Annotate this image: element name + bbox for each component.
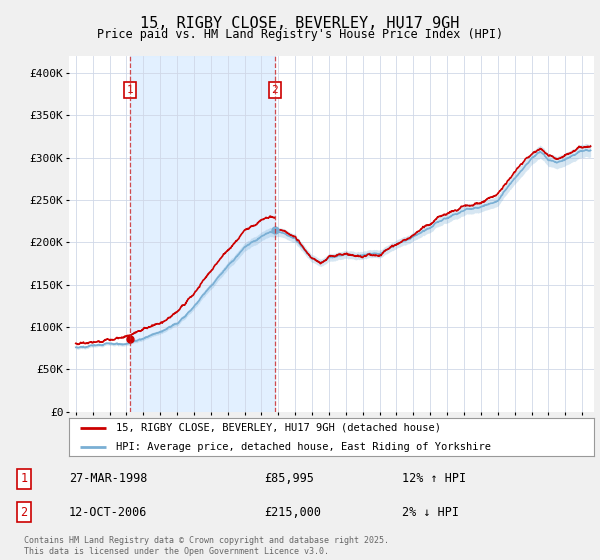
Text: 27-MAR-1998: 27-MAR-1998: [69, 472, 148, 486]
Text: HPI: Average price, detached house, East Riding of Yorkshire: HPI: Average price, detached house, East…: [116, 442, 491, 452]
Text: 15, RIGBY CLOSE, BEVERLEY, HU17 9GH: 15, RIGBY CLOSE, BEVERLEY, HU17 9GH: [140, 16, 460, 31]
Text: 1: 1: [20, 472, 28, 486]
Bar: [130, 56, 275, 412]
Text: 1: 1: [127, 85, 133, 95]
Text: 12% ↑ HPI: 12% ↑ HPI: [402, 472, 466, 486]
Text: Contains HM Land Registry data © Crown copyright and database right 2025.
This d: Contains HM Land Registry data © Crown c…: [24, 536, 389, 556]
Text: £215,000: £215,000: [264, 506, 321, 519]
Text: 15, RIGBY CLOSE, BEVERLEY, HU17 9GH (detached house): 15, RIGBY CLOSE, BEVERLEY, HU17 9GH (det…: [116, 423, 441, 433]
Text: 2: 2: [20, 506, 28, 519]
Text: 2% ↓ HPI: 2% ↓ HPI: [402, 506, 459, 519]
Text: 12-OCT-2006: 12-OCT-2006: [69, 506, 148, 519]
Text: £85,995: £85,995: [264, 472, 314, 486]
Text: 2: 2: [271, 85, 278, 95]
Text: Price paid vs. HM Land Registry's House Price Index (HPI): Price paid vs. HM Land Registry's House …: [97, 28, 503, 41]
